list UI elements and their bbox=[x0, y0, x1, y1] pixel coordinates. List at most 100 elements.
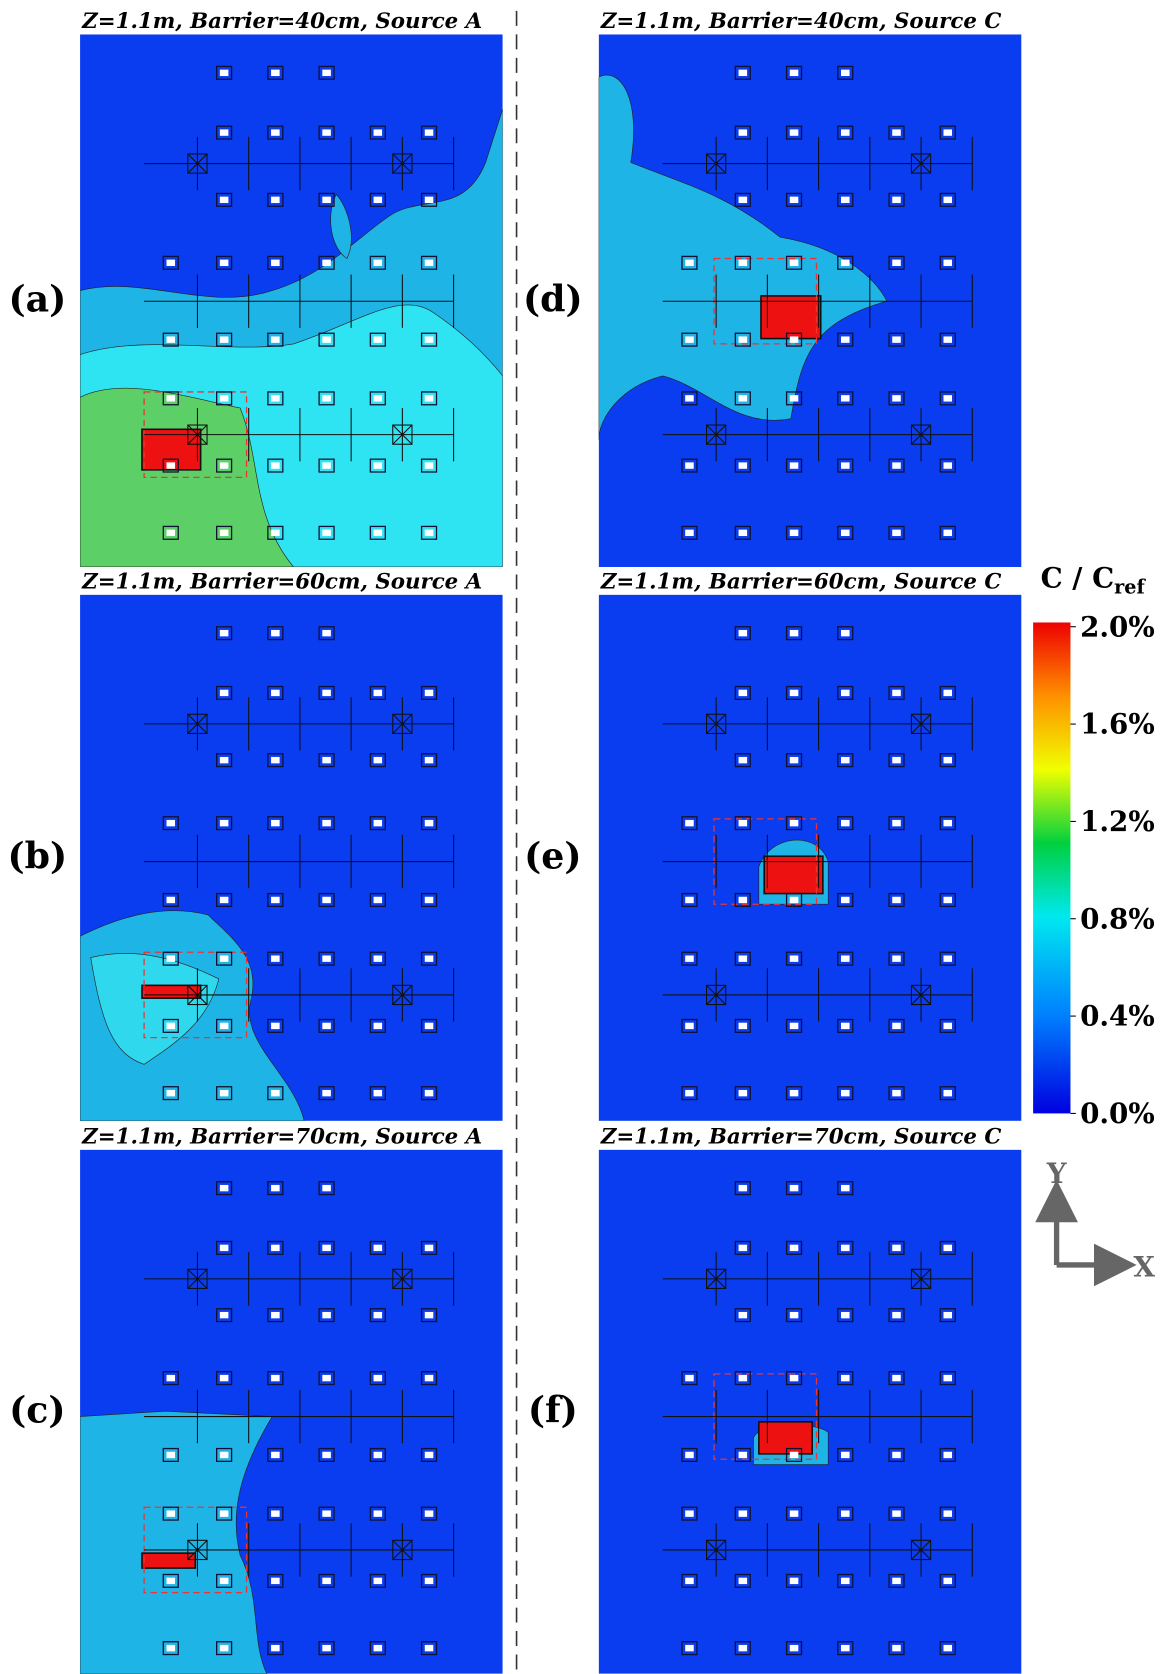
outlet bbox=[734, 685, 751, 700]
outlet bbox=[785, 1086, 803, 1101]
outlet-core bbox=[271, 629, 280, 637]
outlet-core bbox=[841, 196, 850, 204]
outlet bbox=[216, 951, 233, 966]
outlet bbox=[318, 685, 335, 700]
outlet bbox=[837, 1086, 854, 1101]
outlet-core bbox=[841, 1089, 850, 1097]
outlet bbox=[939, 458, 956, 473]
outlet-core bbox=[789, 129, 799, 136]
outlet bbox=[216, 685, 233, 700]
outlet-core bbox=[322, 69, 331, 77]
outlet bbox=[785, 816, 803, 831]
outlet bbox=[734, 1308, 751, 1323]
outlet-core bbox=[219, 1244, 229, 1252]
outlet bbox=[162, 525, 179, 540]
outlet bbox=[267, 391, 284, 406]
outlet-core bbox=[424, 395, 434, 402]
outlet bbox=[162, 1018, 179, 1033]
outlet-core bbox=[841, 1644, 850, 1652]
panel: Z=1.1m, Barrier=60cm, Source C bbox=[598, 569, 1022, 1121]
diffuser-x bbox=[392, 1539, 413, 1560]
outlet bbox=[837, 1573, 854, 1588]
outlet bbox=[162, 1506, 179, 1521]
outlet bbox=[888, 525, 905, 540]
outlet-core bbox=[685, 395, 694, 402]
outlet-core bbox=[322, 1510, 331, 1517]
outlet bbox=[837, 458, 854, 473]
outlet-core bbox=[219, 69, 229, 77]
outlet bbox=[318, 753, 335, 768]
outlet-core bbox=[373, 1510, 383, 1517]
diffuser-x bbox=[392, 713, 413, 734]
outlet bbox=[681, 1018, 698, 1033]
outlet-core bbox=[943, 896, 953, 904]
outlet-core bbox=[841, 955, 850, 962]
outlet bbox=[681, 525, 698, 540]
field bbox=[80, 34, 503, 567]
outlet-core bbox=[166, 1374, 176, 1382]
diffuser-x bbox=[392, 1268, 413, 1289]
outlet-core bbox=[373, 896, 383, 904]
diffuser-x bbox=[392, 984, 413, 1005]
outlet bbox=[837, 125, 854, 140]
outlet bbox=[420, 1018, 438, 1033]
outlet bbox=[216, 753, 233, 768]
diffuser bbox=[706, 713, 727, 735]
outlet bbox=[369, 1371, 386, 1386]
outlet bbox=[216, 458, 233, 473]
outlet-core bbox=[166, 336, 176, 343]
diffuser bbox=[910, 984, 932, 1006]
outlet-core bbox=[738, 756, 748, 764]
outlet bbox=[734, 458, 751, 473]
outlet-core bbox=[322, 955, 331, 962]
outlet-core bbox=[271, 1184, 280, 1192]
field bbox=[80, 594, 503, 1121]
outlet-core bbox=[166, 1089, 176, 1097]
outlet-core bbox=[424, 756, 434, 764]
outlet-core bbox=[219, 955, 229, 962]
outlet-core bbox=[424, 336, 434, 343]
outlet bbox=[837, 332, 854, 347]
outlet bbox=[734, 1641, 751, 1656]
outlet bbox=[162, 391, 179, 406]
outlet bbox=[837, 1371, 854, 1386]
diffuser bbox=[910, 1268, 932, 1289]
outlet-core bbox=[789, 196, 799, 204]
outlet bbox=[785, 1447, 803, 1462]
outlet bbox=[369, 1086, 386, 1101]
outlet-core bbox=[322, 756, 331, 764]
outlet-core bbox=[789, 529, 799, 537]
outlet bbox=[785, 525, 803, 540]
outlet bbox=[837, 892, 854, 908]
outlet-core bbox=[424, 129, 434, 136]
outlet bbox=[267, 1447, 284, 1462]
outlet-core bbox=[271, 1644, 280, 1652]
source bbox=[141, 1552, 197, 1569]
outlet bbox=[318, 1181, 335, 1196]
diffuser bbox=[706, 1268, 727, 1289]
outlet-core bbox=[271, 1244, 280, 1252]
outlet bbox=[785, 1371, 803, 1386]
outlet bbox=[939, 1641, 956, 1656]
outlet bbox=[837, 685, 854, 700]
field bbox=[80, 1149, 503, 1674]
outlet-core bbox=[424, 196, 434, 204]
outlet-core bbox=[841, 1577, 850, 1585]
outlet-core bbox=[166, 819, 176, 827]
outlet-core bbox=[322, 259, 331, 267]
outlet-core bbox=[322, 1244, 331, 1252]
outlet-core bbox=[789, 462, 799, 469]
contour bbox=[90, 953, 220, 1065]
outlet-core bbox=[219, 1577, 229, 1585]
outlet bbox=[420, 125, 438, 140]
outlet bbox=[267, 816, 284, 831]
outlet bbox=[837, 255, 854, 270]
outlet bbox=[939, 1371, 956, 1386]
outlet bbox=[837, 1240, 854, 1255]
panel: Z=1.1m, Barrier=70cm, Source A bbox=[80, 1124, 503, 1674]
outlet bbox=[420, 1240, 438, 1255]
diffuser-x bbox=[392, 153, 413, 174]
outlet bbox=[681, 1086, 698, 1101]
outlet bbox=[369, 1018, 386, 1033]
outlet bbox=[267, 753, 284, 768]
